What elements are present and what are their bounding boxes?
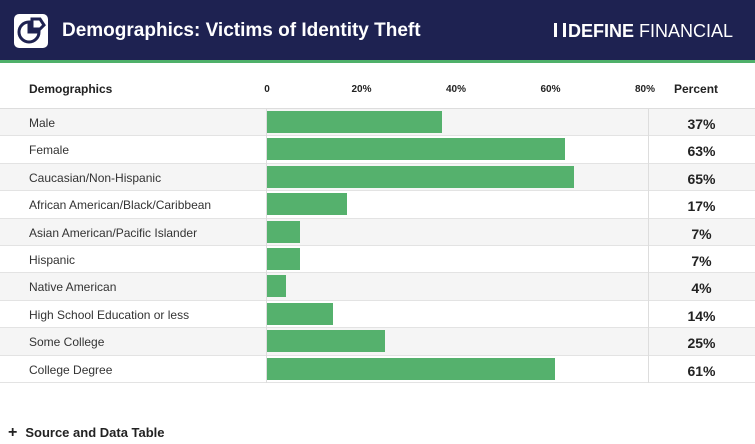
category-label: Asian American/Pacific Islander bbox=[29, 225, 198, 240]
category-label: Female bbox=[29, 143, 70, 158]
column-divider bbox=[648, 109, 649, 383]
source-data-table-toggle[interactable]: + Source and Data Table bbox=[8, 424, 165, 442]
tick-label: 60% bbox=[540, 84, 561, 95]
category-label: Native American bbox=[29, 280, 117, 295]
bar bbox=[267, 220, 301, 243]
plus-icon: + bbox=[8, 424, 18, 441]
category-label: High School Education or less bbox=[29, 307, 190, 322]
table-row: African American/Black/Caribbean 17% bbox=[0, 191, 755, 219]
value-label: 14% bbox=[687, 307, 716, 324]
bar bbox=[267, 302, 334, 325]
tick-label: 40% bbox=[445, 84, 467, 95]
divider bbox=[0, 108, 755, 109]
category-label: Male bbox=[29, 116, 56, 130]
bar bbox=[267, 165, 575, 188]
tick-label: 80% bbox=[634, 84, 656, 95]
category-label: College Degree bbox=[29, 362, 113, 377]
value-label: 65% bbox=[687, 170, 716, 187]
table-row: Caucasian/Non-Hispanic 65% bbox=[0, 163, 755, 192]
value-label: 25% bbox=[687, 335, 716, 352]
column-header-demographics: Demographics bbox=[29, 82, 113, 96]
table-row: Hispanic 7% bbox=[0, 246, 755, 274]
value-label: 61% bbox=[687, 362, 716, 379]
bar bbox=[267, 248, 301, 270]
category-label: Some College bbox=[29, 335, 105, 350]
bar bbox=[267, 111, 442, 133]
category-label: African American/Black/Caribbean bbox=[29, 198, 212, 213]
chart-title: Demographics: Victims of Identity Theft bbox=[62, 20, 421, 41]
value-label: 63% bbox=[687, 143, 716, 160]
value-label: 7% bbox=[691, 225, 712, 242]
bar bbox=[267, 330, 386, 353]
bar bbox=[267, 193, 348, 216]
value-label: 17% bbox=[687, 198, 716, 215]
bar bbox=[267, 138, 565, 161]
column-header-percent: Percent bbox=[674, 82, 719, 96]
table-row: Female 63% bbox=[0, 136, 755, 164]
value-label: 7% bbox=[691, 253, 712, 269]
source-data-table-label: Source and Data Table bbox=[25, 425, 165, 440]
category-label: Caucasian/Non-Hispanic bbox=[29, 170, 162, 185]
bar bbox=[267, 357, 556, 380]
axis-line bbox=[266, 109, 267, 383]
table-row: Native American 4% bbox=[0, 273, 755, 301]
table-row: Male 37% bbox=[0, 109, 755, 137]
header-bar: Demographics: Victims of Identity Theft … bbox=[0, 0, 755, 63]
table-row: Some College 25% bbox=[0, 328, 755, 356]
table-row: Asian American/Pacific Islander 7% bbox=[0, 218, 755, 246]
table-row: College Degree 61% bbox=[0, 356, 755, 383]
value-label: 37% bbox=[687, 116, 716, 132]
pie-chart-logo-icon bbox=[14, 14, 48, 48]
tick-label: 20% bbox=[351, 84, 372, 95]
brand-logo: DEFINE FINANCIAL bbox=[553, 21, 733, 42]
table-row: High School Education or less 14% bbox=[0, 301, 755, 329]
value-label: 4% bbox=[691, 280, 712, 297]
tick-label: 0 bbox=[264, 84, 270, 95]
brand-bars-icon bbox=[553, 23, 566, 37]
category-label: Hispanic bbox=[29, 253, 76, 267]
bar bbox=[267, 275, 286, 298]
